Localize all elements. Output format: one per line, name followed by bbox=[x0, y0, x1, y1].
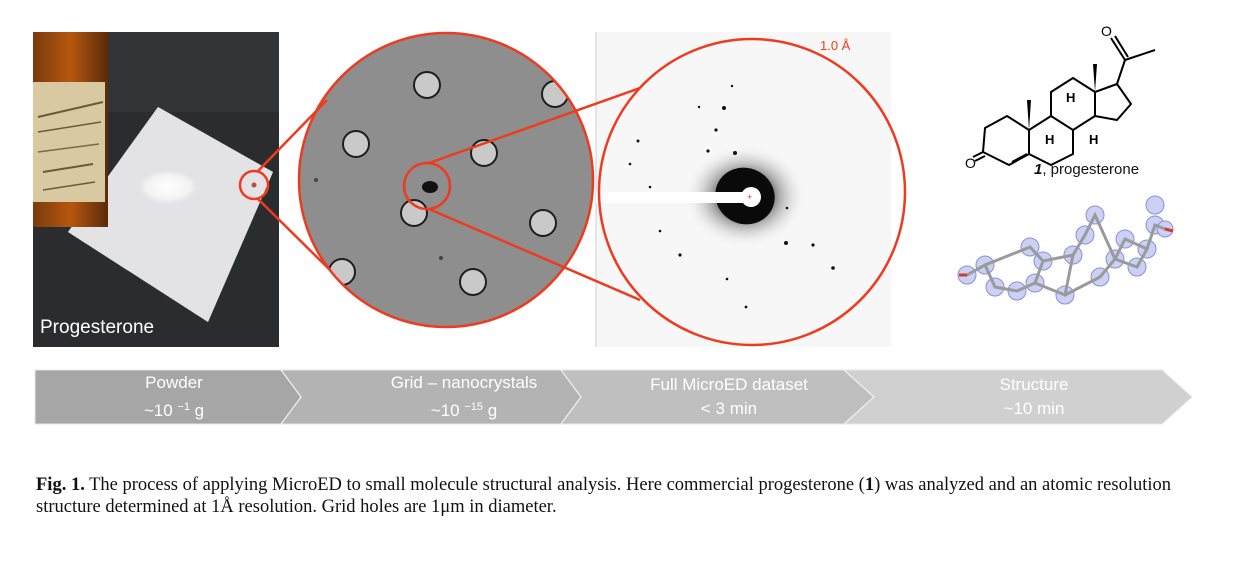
svg-text:H: H bbox=[1045, 132, 1054, 147]
step-amount: < 3 min bbox=[700, 399, 758, 418]
step-title: Grid – nanocrystals bbox=[390, 373, 538, 392]
caption-text-1: The process of applying MicroED to small… bbox=[84, 475, 865, 495]
workflow-step-structure: Structure ~10 min bbox=[924, 369, 1144, 425]
workflow-chevrons bbox=[34, 369, 1193, 425]
step-amount: ~10 min bbox=[1003, 399, 1065, 418]
step-amount: ~10 −15 g bbox=[430, 401, 498, 420]
workflow-step-grid: Grid – nanocrystals ~10 −15 g bbox=[354, 369, 574, 425]
photo-label: Progesterone bbox=[40, 317, 155, 338]
compound-name: , progesterone bbox=[1042, 161, 1140, 178]
compound-number: 1 bbox=[1034, 161, 1043, 178]
step-title: Structure bbox=[999, 375, 1069, 394]
progesterone-structure: O O H H H bbox=[965, 23, 1156, 170]
caption-text-2: ) was analyzed and an atomic resolution … bbox=[36, 475, 1172, 517]
density-model bbox=[957, 195, 1174, 305]
caption-ref: 1 bbox=[864, 475, 875, 495]
svg-text:H: H bbox=[1089, 132, 1098, 147]
powder-photo bbox=[33, 32, 279, 347]
svg-text:O: O bbox=[965, 155, 976, 170]
step-title: Powder bbox=[145, 373, 203, 392]
svg-text:O: O bbox=[1101, 23, 1112, 39]
compound-label: 1, progesterone bbox=[1034, 161, 1139, 178]
figure-caption: Fig. 1. The process of applying MicroED … bbox=[36, 474, 1216, 518]
svg-text:+: + bbox=[747, 192, 752, 202]
workflow-step-powder: Powder ~10 −1 g bbox=[74, 369, 274, 425]
grid-panel bbox=[297, 31, 595, 329]
step-amount: ~10 −1 g bbox=[143, 401, 205, 420]
zoom-connectors: + bbox=[238, 31, 907, 347]
zoom-lines bbox=[238, 37, 907, 347]
caption-label: Fig. 1. bbox=[36, 475, 85, 495]
workflow-bar: Powder ~10 −1 g Grid – nanocrystals ~10 … bbox=[34, 369, 1194, 425]
step-title: Full MicroED dataset bbox=[650, 375, 808, 394]
photo-panel: Progesterone bbox=[33, 32, 279, 347]
svg-text:H: H bbox=[1066, 90, 1075, 105]
grid-holes bbox=[314, 71, 569, 296]
workflow-step-dataset: Full MicroED dataset < 3 min bbox=[609, 369, 849, 425]
diffraction-pattern: + bbox=[596, 84, 835, 309]
resolution-label: 1.0 Å bbox=[820, 38, 851, 53]
